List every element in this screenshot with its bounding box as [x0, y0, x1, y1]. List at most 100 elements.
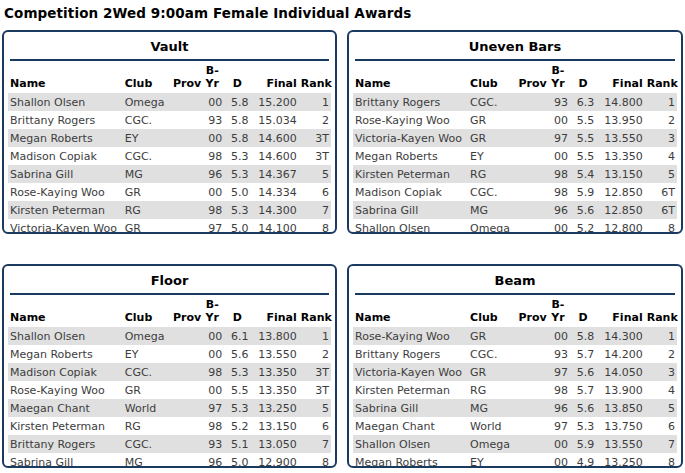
cell-prov — [171, 201, 200, 219]
cell-prov — [517, 147, 546, 165]
cell-prov — [171, 129, 200, 147]
cell-final: 14.600 — [250, 129, 298, 147]
table-row: Rose-Kaying WooGR005.014.3346 — [8, 183, 331, 201]
table-row: Shallon OlsenOmega005.815.2001 — [8, 93, 331, 111]
cell-d: 4.9 — [570, 453, 596, 468]
col-header-rank: Rank — [645, 62, 677, 93]
cell-d: 5.7 — [570, 345, 596, 363]
col-header-byr: B-Yr — [546, 62, 570, 93]
cell-name: Megan Roberts — [8, 345, 123, 363]
cell-byr: 98 — [200, 147, 224, 165]
event-title: Vault — [8, 35, 331, 59]
cell-d: 5.8 — [224, 111, 250, 129]
cell-rank: 5 — [645, 165, 677, 183]
cell-club: GR — [468, 327, 516, 345]
cell-club: MG — [468, 201, 516, 219]
cell-byr: 98 — [546, 183, 570, 201]
cell-club: CGC. — [468, 93, 516, 111]
cell-rank: 6 — [299, 417, 331, 435]
cell-name: Maegan Chant — [353, 417, 468, 435]
cell-d: 5.7 — [570, 381, 596, 399]
cell-final: 14.800 — [596, 93, 644, 111]
cell-club: Omega — [468, 435, 516, 453]
col-header-prov: Prov — [171, 62, 200, 93]
cell-d: 5.3 — [224, 399, 250, 417]
cell-d: 5.6 — [224, 345, 250, 363]
cell-final: 14.600 — [250, 147, 298, 165]
col-header-name: Name — [8, 62, 123, 93]
table-row: Victoria-Kayen WooGR975.014.1008 — [8, 219, 331, 234]
col-header-name: Name — [353, 296, 468, 327]
cell-byr: 96 — [546, 201, 570, 219]
cell-rank: 3T — [299, 147, 331, 165]
cell-prov — [171, 399, 200, 417]
cell-prov — [171, 165, 200, 183]
cell-d: 5.3 — [570, 417, 596, 435]
cell-rank: 1 — [645, 93, 677, 111]
cell-rank: 7 — [299, 435, 331, 453]
cell-club: RG — [468, 381, 516, 399]
table-row: Shallon OlsenOmega005.212.8008 — [353, 219, 677, 234]
cell-prov — [517, 435, 546, 453]
event-card-beam: Beam Name Club Prov B-Yr D Final Rank Ro… — [347, 264, 683, 468]
cell-club: Omega — [123, 93, 171, 111]
col-header-prov: Prov — [171, 296, 200, 327]
cell-rank: 2 — [299, 111, 331, 129]
table-row: Shallon OlsenOmega006.113.8001 — [8, 327, 331, 345]
cell-name: Brittany Rogers — [353, 93, 468, 111]
cell-final: 13.850 — [596, 399, 644, 417]
cell-name: Shallon Olsen — [8, 327, 123, 345]
cell-final: 14.300 — [596, 327, 644, 345]
cell-d: 5.5 — [570, 129, 596, 147]
table-row: Shallon OlsenOmega005.913.5507 — [353, 435, 677, 453]
cell-name: Madison Copiak — [353, 183, 468, 201]
cell-byr: 96 — [200, 453, 224, 468]
col-header-rank: Rank — [299, 296, 331, 327]
cell-final: 13.250 — [250, 399, 298, 417]
cell-d: 5.2 — [224, 417, 250, 435]
event-card-floor: Floor Name Club Prov B-Yr D Final Rank S… — [2, 264, 337, 468]
col-header-final: Final — [596, 62, 644, 93]
cell-final: 13.350 — [250, 381, 298, 399]
cell-final: 12.800 — [596, 219, 644, 234]
event-card-vault: Vault Name Club Prov B-Yr D Final Rank S… — [2, 30, 337, 234]
col-header-final: Final — [250, 62, 298, 93]
cell-final: 14.050 — [596, 363, 644, 381]
cell-club: RG — [123, 201, 171, 219]
col-header-byr-line2: Yr — [206, 77, 219, 90]
cell-d: 5.0 — [224, 453, 250, 468]
cell-prov — [517, 93, 546, 111]
cell-byr: 00 — [200, 381, 224, 399]
cell-name: Sabrina Gill — [8, 453, 123, 468]
cell-name: Sabrina Gill — [8, 165, 123, 183]
cell-byr: 96 — [546, 399, 570, 417]
table-row: Sabrina GillMG965.612.8506T — [353, 201, 677, 219]
cell-rank: 6 — [299, 183, 331, 201]
cell-final: 14.300 — [250, 201, 298, 219]
cell-club: World — [468, 417, 516, 435]
cell-club: CGC. — [123, 435, 171, 453]
cell-d: 5.9 — [570, 183, 596, 201]
table-row: Kirsten PetermanRG985.413.1505 — [353, 165, 677, 183]
col-header-byr-line1: B- — [551, 298, 564, 311]
cell-name: Shallon Olsen — [8, 93, 123, 111]
table-row: Rose-Kaying WooGR005.814.3001 — [353, 327, 677, 345]
cell-name: Megan Roberts — [8, 129, 123, 147]
cell-d: 5.3 — [224, 363, 250, 381]
col-header-prov: Prov — [517, 62, 546, 93]
table-row: Kirsten PetermanRG985.314.3007 — [8, 201, 331, 219]
cell-prov — [517, 165, 546, 183]
col-header-d: D — [570, 62, 596, 93]
cell-rank: 5 — [645, 399, 677, 417]
table-row: Victoria-Kayen WooGR975.513.5503 — [353, 129, 677, 147]
header-row: Name Club Prov B-Yr D Final Rank — [353, 62, 677, 93]
cell-final: 12.900 — [250, 453, 298, 468]
title-underline — [10, 293, 329, 295]
cell-prov — [517, 363, 546, 381]
cell-byr: 97 — [546, 363, 570, 381]
cell-name: Kirsten Peterman — [8, 417, 123, 435]
table-row: Brittany RogersCGC.936.314.8001 — [353, 93, 677, 111]
score-table-uneven-bars: Name Club Prov B-Yr D Final Rank Brittan… — [353, 62, 677, 234]
header-row: Name Club Prov B-Yr D Final Rank — [353, 296, 677, 327]
cell-prov — [517, 453, 546, 468]
